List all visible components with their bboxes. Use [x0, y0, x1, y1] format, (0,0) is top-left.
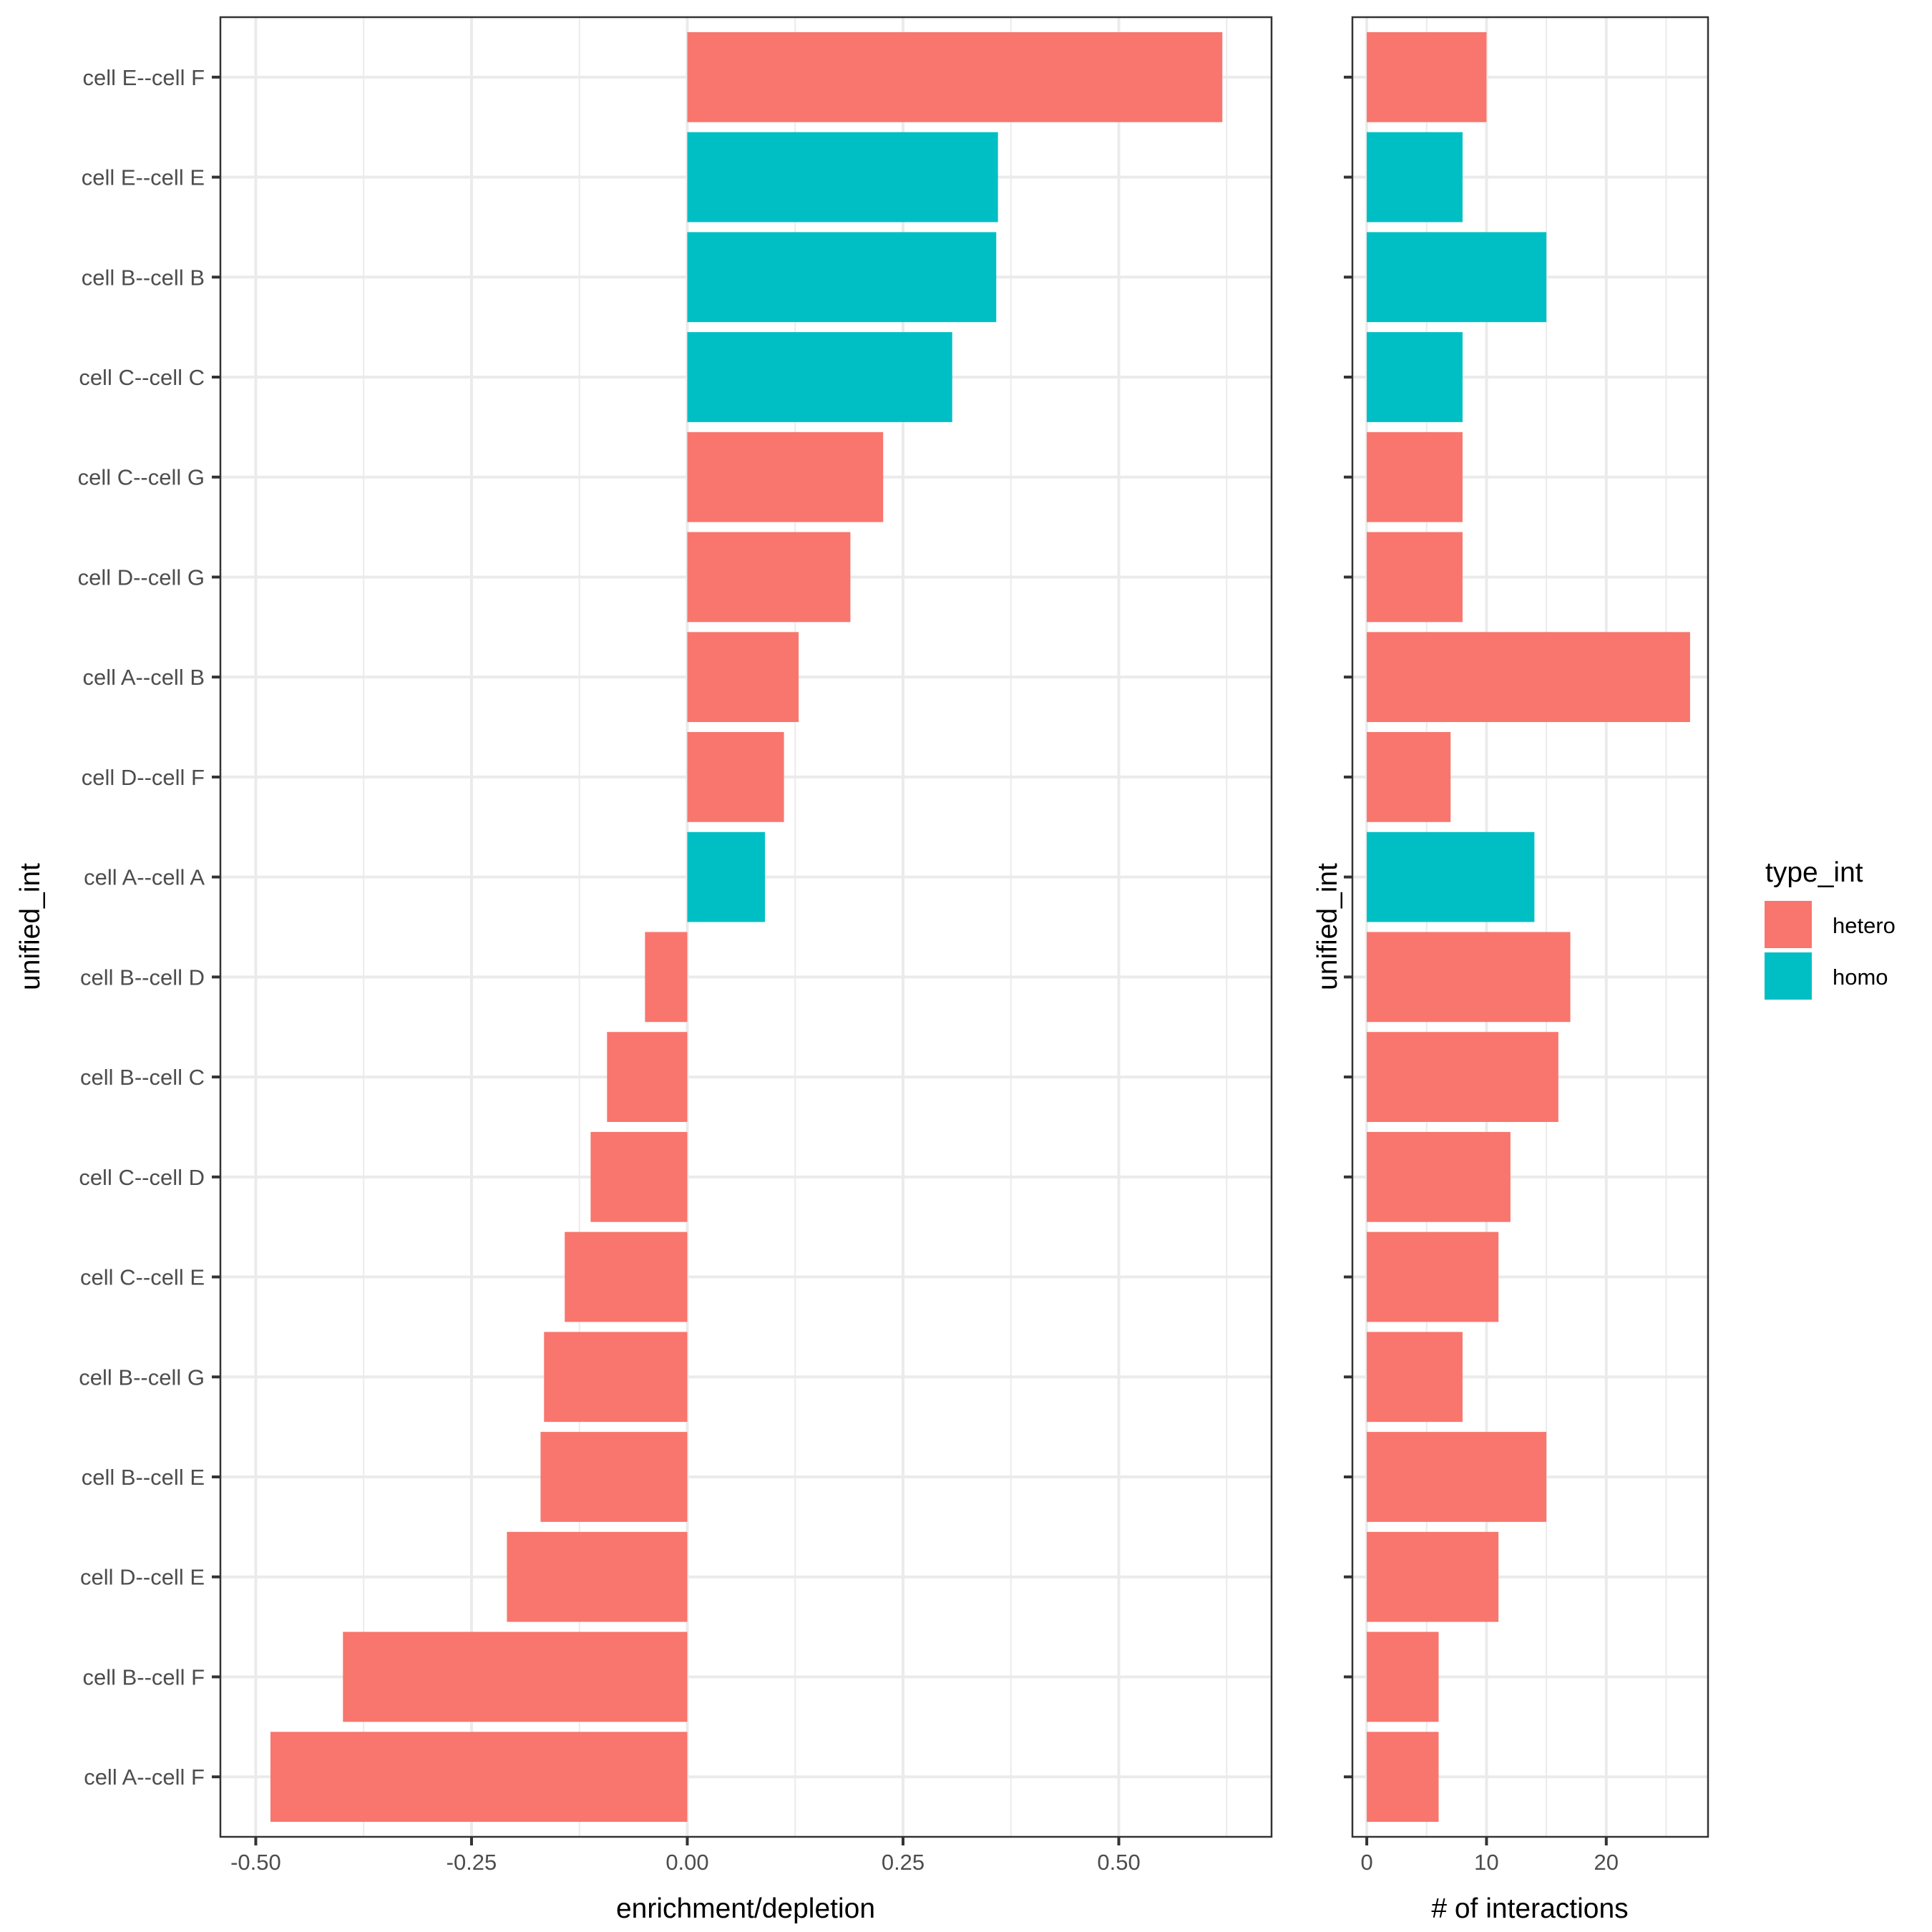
enrichment-y-axis-title: unified_int: [15, 863, 46, 990]
interactions-panel: 0 10 20 # of interactions unified_int: [1312, 16, 1709, 1924]
legend-label-homo: homo: [1833, 965, 1888, 990]
legend-key-hetero: [1765, 901, 1812, 948]
y-tick-label: cell E--cell E: [82, 165, 205, 190]
bar-enrichment-cellc-cellc: [687, 332, 952, 422]
bar-enrichment-celld-cellg: [687, 532, 851, 623]
y-tick-label: cell B--cell C: [80, 1065, 205, 1090]
bar-interactions-cellc-celld: [1367, 1131, 1511, 1222]
bar-interactions-cellc-cellc: [1367, 332, 1463, 422]
interactions-x-ticks: 0 10 20: [1360, 1837, 1619, 1875]
bar-interactions-cella-cella: [1367, 831, 1535, 922]
bar-enrichment-cellb-cellc: [607, 1032, 688, 1122]
bar-interactions-cellb-celld: [1367, 932, 1571, 1023]
bar-enrichment-celle-celle: [687, 132, 998, 223]
bar-enrichment-cellc-celle: [565, 1231, 688, 1322]
bar-enrichment-cellb-cellg: [544, 1332, 688, 1423]
y-tick-label: cell D--cell E: [80, 1565, 205, 1590]
legend-label-hetero: hetero: [1833, 913, 1896, 938]
y-tick-label: cell C--cell C: [79, 365, 205, 390]
y-tick-label: cell B--cell D: [80, 965, 205, 990]
bar-interactions-cella-cellf: [1367, 1732, 1439, 1823]
y-tick-label: cell A--cell A: [84, 865, 205, 890]
y-tick-label: cell C--cell E: [80, 1265, 205, 1290]
x-tick-label: 0.00: [665, 1850, 708, 1875]
bar-enrichment-cellb-cellf: [343, 1631, 688, 1722]
bar-enrichment-cella-cellf: [270, 1732, 688, 1823]
x-tick-label: -0.50: [230, 1850, 281, 1875]
y-tick-label: cell B--cell F: [82, 1664, 205, 1689]
bar-enrichment-celle-cellf: [687, 31, 1223, 122]
legend: type_int hetero homo: [1765, 857, 1896, 1000]
y-tick-label: cell A--cell B: [82, 665, 205, 690]
bar-interactions-cellc-celle: [1367, 1231, 1499, 1322]
legend-key-homo: [1765, 952, 1812, 1000]
bar-interactions-celld-cellf: [1367, 732, 1451, 822]
x-tick-label: -0.25: [447, 1850, 497, 1875]
enrichment-x-axis-title: enrichment/depletion: [616, 1893, 875, 1924]
y-tick-label: cell B--cell G: [79, 1365, 205, 1390]
enrichment-panel-border: [219, 16, 1273, 1838]
bar-enrichment-cellb-cellb: [687, 232, 997, 323]
bar-interactions-cella-cellb: [1367, 632, 1690, 723]
bar-enrichment-cellb-celle: [540, 1432, 688, 1522]
enrichment-x-ticks: -0.50 -0.25 0.00 0.25 0.50: [230, 1837, 1141, 1875]
bar-enrichment-cellc-celld: [590, 1131, 688, 1222]
x-tick-label: 0.50: [1097, 1850, 1140, 1875]
bar-interactions-celld-cellg: [1367, 532, 1463, 623]
interactions-y-ticks: [1344, 75, 1352, 1779]
bar-interactions-cellb-cellb: [1367, 232, 1547, 323]
bar-enrichment-cella-cellb: [687, 632, 799, 723]
x-tick-label: 20: [1594, 1850, 1619, 1875]
bar-interactions-cellc-cellg: [1367, 431, 1463, 522]
y-tick-label: cell B--cell B: [82, 265, 205, 290]
bar-interactions-celle-cellf: [1367, 31, 1487, 122]
bar-interactions-cellb-celle: [1367, 1432, 1547, 1522]
y-tick-label: cell C--cell G: [78, 465, 205, 490]
enrichment-bars: [270, 31, 1223, 1823]
enrichment-y-ticks: cell E--cell F cell E--cell E cell B--cell…: [78, 65, 220, 1790]
y-tick-label: cell D--cell G: [78, 565, 205, 590]
bar-interactions-cellb-cellc: [1367, 1032, 1558, 1122]
interactions-panel-border: [1351, 16, 1709, 1838]
bar-interactions-cellb-cellf: [1367, 1631, 1439, 1722]
y-tick-label: cell C--cell D: [79, 1165, 205, 1190]
enrichment-panel: cell E--cell F cell E--cell E cell B--cell…: [15, 16, 1273, 1924]
bar-enrichment-cellb-celld: [645, 932, 688, 1023]
bar-enrichment-cella-cella: [687, 831, 766, 922]
bar-interactions-celle-celle: [1367, 132, 1463, 223]
bar-enrichment-celld-cellf: [687, 732, 784, 822]
bar-interactions-celld-celle: [1367, 1531, 1499, 1622]
interactions-x-axis-title: # of interactions: [1431, 1893, 1628, 1924]
y-tick-label: cell E--cell F: [82, 65, 205, 90]
y-tick-label: cell B--cell E: [82, 1465, 205, 1490]
interactions-bars: [1367, 31, 1690, 1823]
interactions-y-axis-title: unified_int: [1312, 863, 1343, 990]
x-tick-label: 0: [1360, 1850, 1372, 1875]
x-tick-label: 10: [1474, 1850, 1498, 1875]
bar-interactions-cellb-cellg: [1367, 1332, 1463, 1423]
bar-enrichment-celld-celle: [507, 1531, 688, 1622]
legend-title: type_int: [1765, 857, 1863, 888]
x-tick-label: 0.25: [882, 1850, 924, 1875]
y-tick-label: cell A--cell F: [84, 1765, 205, 1790]
bar-enrichment-cellc-cellg: [687, 431, 884, 522]
y-tick-label: cell D--cell F: [82, 765, 205, 790]
